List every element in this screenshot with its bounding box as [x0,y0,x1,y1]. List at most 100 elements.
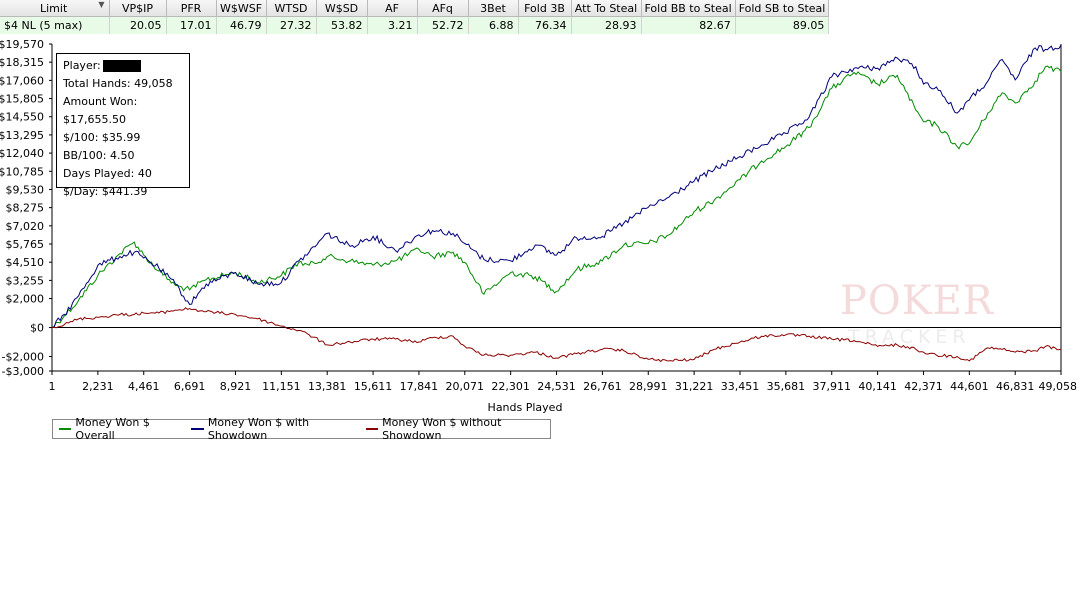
y-tick-label: $9,530 [6,183,45,196]
player-name: Player: [63,57,189,75]
days-played: Days Played: 40 [63,167,152,180]
series-nonshowdown-line [51,307,1062,363]
table-cell: 53.82 [316,16,368,34]
table-cell: 89.05 [735,16,830,34]
x-tick-label: 15,611 [354,380,393,393]
table-cell: 17.01 [166,16,217,34]
series-layer [51,44,1062,363]
series-showdown-line [51,44,1062,328]
amount-won: Amount Won: $17,655.50 [63,95,138,126]
x-tick-label: 8,921 [220,380,252,393]
column-header[interactable]: AF [367,0,418,17]
chart-legend: Money Won $ Overall Money Won $ with Sho… [52,416,551,442]
legend-swatch-showdown [191,428,204,430]
watermark-logo-subtitle: TRACKER [848,326,971,348]
x-tick-label: 24,531 [537,380,576,393]
legend-label: Money Won $ with Showdown [207,416,310,442]
x-tick-label: 4,461 [128,380,160,393]
total-hands: Total Hands: 49,058 [63,77,173,90]
table-cell: 76.34 [518,16,572,34]
x-tick-label: 22,301 [491,380,530,393]
column-header-limit[interactable]: Limit ▼ [0,0,110,17]
x-tick-label: 37,911 [812,380,851,393]
x-tick-label: 46,831 [996,380,1035,393]
y-tick-label: $19,570 [0,38,44,51]
stats-table: Limit ▼ VP$IP PFR W$WSF WTSD W$SD AF AFq … [0,0,830,34]
column-header[interactable]: AFq [417,0,469,17]
column-header[interactable]: W$WSF [216,0,267,17]
y-tick-label: $15,805 [0,93,44,106]
y-tick-label: $4,510 [6,256,45,269]
y-tick-label: $13,295 [0,129,44,142]
table-cell: 28.93 [571,16,642,34]
y-tick-label: $7,020 [6,220,45,233]
x-tick-label: 42,371 [904,380,943,393]
y-tick-label: $3,255 [6,274,45,287]
bb-per-100: BB/100: 4.50 [63,149,135,162]
table-cell: 46.79 [216,16,267,34]
x-tick-label: 31,221 [675,380,714,393]
legend-item-nonshowdown[interactable]: Money Won $ without Showdown [365,416,544,442]
player-summary-box: Player: Total Hands: 49,058 Amount Won: … [56,53,190,198]
column-header[interactable]: W$SD [316,0,368,17]
y-tick-label: $12,040 [0,147,44,160]
y-axis: $19,570 $18,315 $17,060 $15,805 $14,550 $13,2… [0,38,1061,378]
x-tick-label: 28,991 [629,380,668,393]
x-tick-label: 20,071 [446,380,485,393]
table-header-row: Limit ▼ VP$IP PFR W$WSF WTSD W$SD AF AFq … [0,0,830,17]
column-header[interactable]: WTSD [266,0,317,17]
column-header[interactable]: PFR [166,0,217,17]
chevron-down-icon[interactable]: ▼ [98,0,105,9]
x-tick-label: 44,601 [950,380,989,393]
x-tick-label: 17,841 [400,380,439,393]
legend-label: Money Won $ without Showdown [382,416,502,442]
y-tick-label: -$2,000 [2,351,44,364]
x-tick-label: 40,141 [858,380,897,393]
table-cell: 52.72 [417,16,469,34]
dollars-per-100: $/100: $35.99 [63,131,141,144]
redacted-name [102,60,141,72]
x-tick-label: 26,761 [583,380,622,393]
profit-line-chart: $19,570 $18,315 $17,060 $15,805 $14,550 $13,2… [0,38,1078,414]
table-cell: 3.21 [367,16,418,34]
x-tick-label: 11,151 [262,380,301,393]
x-tick-label: 33,451 [721,380,760,393]
column-header[interactable]: Att To Steal [571,0,642,17]
column-header[interactable]: Fold 3B [518,0,572,17]
x-tick-label: 35,681 [767,380,806,393]
y-tick-label: $2,000 [6,293,45,306]
table-cell: 27.32 [266,16,317,34]
column-header[interactable]: VP$IP [109,0,167,17]
y-tick-label: $0 [30,322,44,335]
column-header[interactable]: Fold SB to Steal [735,0,830,17]
x-axis: 1 2,231 4,461 6,691 8,921 11,151 13,381 15,611 1… [49,44,1078,393]
y-tick-label: $5,765 [6,238,45,251]
table-cell: 82.67 [641,16,736,34]
x-tick-label: 13,381 [308,380,347,393]
legend-swatch-nonshowdown [365,428,379,430]
y-tick-label: $10,785 [0,165,44,178]
series-overall-line [51,65,1062,328]
y-tick-label: $18,315 [0,56,44,69]
x-tick-label: 6,691 [174,380,206,393]
table-row[interactable]: $4 NL (5 max) 20.05 17.01 46.79 27.32 53… [0,16,830,34]
column-header[interactable]: 3Bet [468,0,519,17]
dollars-per-day: $/Day: $441.39 [63,185,148,198]
x-tick-label: 1 [49,380,56,393]
x-axis-title: Hands Played [488,401,563,414]
table-cell: 20.05 [109,16,167,34]
table-cell: 6.88 [468,16,519,34]
y-tick-label: $8,275 [6,202,45,215]
y-tick-label: $14,550 [0,111,44,124]
x-tick-label: 49,058 [1039,380,1078,393]
legend-item-showdown[interactable]: Money Won $ with Showdown [191,416,353,442]
y-tick-label: $17,060 [0,74,44,87]
legend-label: Money Won $ Overall [75,416,150,442]
legend-swatch-overall [59,428,72,430]
column-header[interactable]: Fold BB to Steal [641,0,736,17]
y-tick-label: -$3,000 [2,365,44,378]
watermark-logo: POKER [840,278,994,324]
table-cell-limit: $4 NL (5 max) [0,16,110,34]
legend-item-overall[interactable]: Money Won $ Overall [59,416,179,442]
x-tick-label: 2,231 [82,380,114,393]
